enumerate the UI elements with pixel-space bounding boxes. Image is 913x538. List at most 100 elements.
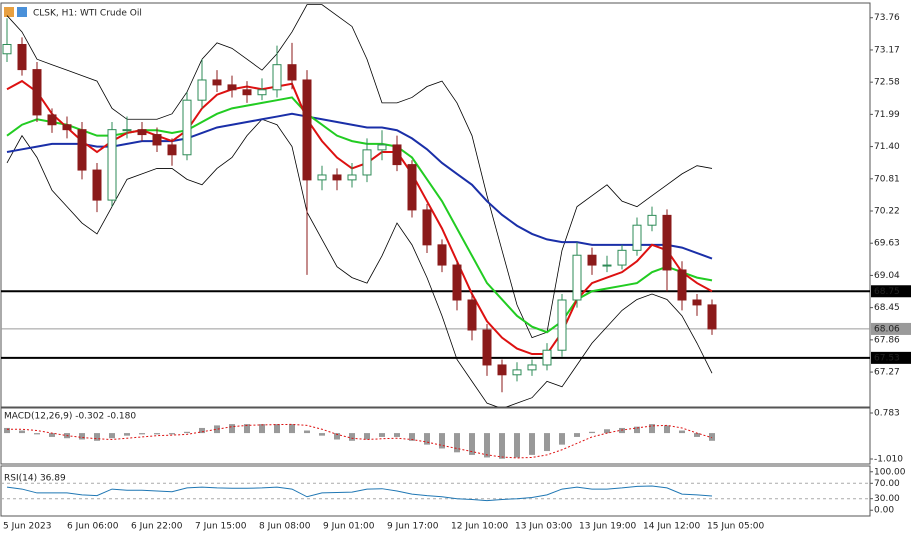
- candle-body: [617, 249, 627, 266]
- macd-bar: [604, 429, 610, 434]
- rsi-title: RSI(14) 36.89: [4, 474, 66, 484]
- candle-body: [437, 244, 447, 266]
- macd-bar: [529, 433, 535, 455]
- macd-bar: [289, 424, 295, 434]
- macd-bar: [694, 433, 700, 437]
- candle-body: [347, 174, 357, 181]
- candle-body: [632, 224, 642, 251]
- price-label-box: [871, 285, 911, 298]
- macd-bar: [79, 433, 85, 440]
- macd-bar: [364, 433, 370, 440]
- candle-body: [557, 299, 567, 351]
- y-tick-label: 69.04: [874, 271, 900, 281]
- candle-body: [167, 144, 177, 156]
- macd-bar: [304, 430, 310, 434]
- macd-bar: [709, 433, 715, 441]
- x-tick-label: 8 Jun 08:00: [259, 522, 311, 532]
- macd-bar: [34, 433, 40, 435]
- macd-bar: [454, 433, 460, 453]
- macd-bar: [244, 424, 250, 434]
- candle-body: [182, 99, 192, 156]
- macd-panel-frame: [0, 407, 871, 465]
- candle-body: [602, 264, 612, 267]
- price-label: 67.53: [874, 353, 900, 363]
- y-tick-label: 0.00: [874, 506, 894, 516]
- macd-bar: [574, 433, 580, 437]
- x-tick-label: 5 Jun 2023: [3, 522, 51, 532]
- indicator-line: [6, 4, 713, 339]
- x-tick-label: 9 Jun 17:00: [387, 522, 439, 532]
- price-label-box: [871, 351, 911, 364]
- symbol-icon: [4, 7, 14, 17]
- y-tick-label: 72.58: [874, 78, 900, 88]
- y-tick-label: 70.81: [874, 174, 900, 184]
- macd-bar: [499, 433, 505, 459]
- macd-bar: [229, 424, 235, 434]
- macd-bar: [199, 427, 205, 434]
- rsi-panel-frame: [0, 465, 871, 517]
- macd-bar: [484, 433, 490, 458]
- candle-body: [452, 264, 462, 301]
- macd-bar: [49, 433, 55, 437]
- indicator-line: [6, 112, 713, 260]
- macd-bar: [124, 433, 130, 436]
- candle-body: [17, 43, 27, 71]
- x-tick-label: 12 Jun 10:00: [451, 522, 508, 532]
- x-tick-label: 13 Jun 03:00: [515, 522, 572, 532]
- macd-bar: [664, 425, 670, 434]
- y-tick-label: 73.76: [874, 13, 900, 23]
- candle-body: [572, 254, 582, 301]
- candle-body: [512, 369, 522, 376]
- candle-body: [317, 174, 327, 181]
- macd-bar: [619, 427, 625, 434]
- macd-bar: [274, 424, 280, 434]
- macd-bar: [184, 431, 190, 434]
- price-label: 68.06: [874, 324, 900, 334]
- candle-body: [152, 134, 162, 146]
- macd-bar: [559, 433, 565, 445]
- macd-bar: [109, 433, 115, 439]
- indicator-line: [6, 118, 713, 407]
- candle-body: [122, 129, 132, 132]
- y-tick-label: 69.63: [874, 239, 900, 249]
- candle-body: [407, 164, 417, 211]
- x-tick-label: 7 Jun 15:00: [195, 522, 247, 532]
- macd-bar: [19, 430, 25, 434]
- candle-body: [422, 209, 432, 246]
- y-tick-label: 71.40: [874, 142, 900, 152]
- symbol-icon: [17, 7, 27, 17]
- x-tick-label: 15 Jun 05:00: [707, 522, 764, 532]
- candle-body: [287, 64, 297, 81]
- candle-body: [227, 84, 237, 91]
- macd-bar: [634, 426, 640, 434]
- macd-bar: [589, 431, 595, 434]
- y-tick-label: 67.86: [874, 335, 900, 345]
- candle-body: [332, 174, 342, 181]
- price-panel-frame: [0, 2, 871, 408]
- macd-bar: [214, 425, 220, 434]
- macd-bar: [379, 433, 385, 437]
- x-tick-label: 6 Jun 06:00: [67, 522, 119, 532]
- price-label: 68.75: [874, 287, 900, 297]
- candle-body: [497, 364, 507, 376]
- candle-body: [647, 214, 657, 226]
- macd-bar: [319, 433, 325, 436]
- candle-body: [107, 129, 117, 201]
- rsi-line: [6, 485, 713, 502]
- macd-bar: [469, 433, 475, 455]
- y-tick-label: 68.45: [874, 303, 900, 313]
- x-tick-label: 14 Jun 12:00: [643, 522, 700, 532]
- macd-bar: [349, 433, 355, 441]
- macd-bar: [544, 433, 550, 452]
- macd-bar: [424, 433, 430, 445]
- x-tick-label: 6 Jun 22:00: [131, 522, 183, 532]
- candle-body: [662, 214, 672, 271]
- macd-bar: [259, 424, 265, 434]
- y-tick-label: 0.783: [874, 409, 900, 419]
- chart-title: CLSK, H1: WTI Crude Oil: [33, 9, 142, 19]
- candle-body: [677, 269, 687, 301]
- candle-body: [212, 79, 222, 86]
- macd-bar: [439, 433, 445, 449]
- candle-body: [242, 89, 252, 96]
